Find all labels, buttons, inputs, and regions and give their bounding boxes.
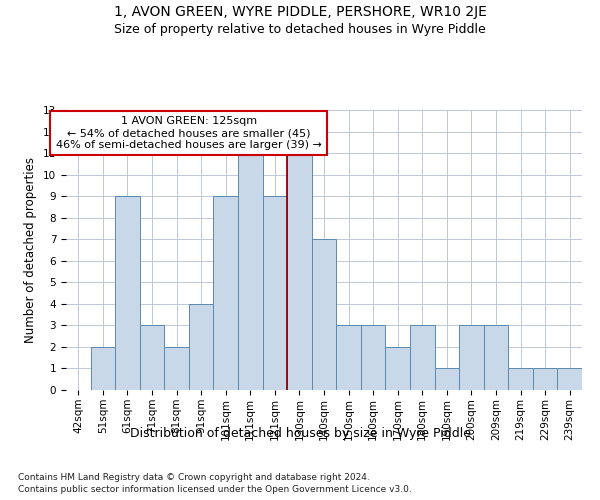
Bar [91, 347, 115, 390]
Bar [238, 153, 263, 390]
Text: Contains HM Land Registry data © Crown copyright and database right 2024.: Contains HM Land Registry data © Crown c… [18, 472, 370, 482]
Bar [164, 347, 189, 390]
Bar [459, 326, 484, 390]
Bar [361, 326, 385, 390]
Bar [140, 326, 164, 390]
Bar [287, 153, 312, 390]
Text: Size of property relative to detached houses in Wyre Piddle: Size of property relative to detached ho… [114, 22, 486, 36]
Bar [434, 368, 459, 390]
Text: 1, AVON GREEN, WYRE PIDDLE, PERSHORE, WR10 2JE: 1, AVON GREEN, WYRE PIDDLE, PERSHORE, WR… [113, 5, 487, 19]
Bar [336, 326, 361, 390]
Bar [189, 304, 214, 390]
Bar [557, 368, 582, 390]
Bar [508, 368, 533, 390]
Bar [385, 347, 410, 390]
Bar [312, 239, 336, 390]
Text: 1 AVON GREEN: 125sqm
← 54% of detached houses are smaller (45)
46% of semi-detac: 1 AVON GREEN: 125sqm ← 54% of detached h… [56, 116, 322, 150]
Y-axis label: Number of detached properties: Number of detached properties [25, 157, 37, 343]
Bar [484, 326, 508, 390]
Bar [263, 196, 287, 390]
Bar [115, 196, 140, 390]
Text: Contains public sector information licensed under the Open Government Licence v3: Contains public sector information licen… [18, 485, 412, 494]
Bar [410, 326, 434, 390]
Text: Distribution of detached houses by size in Wyre Piddle: Distribution of detached houses by size … [130, 428, 470, 440]
Bar [533, 368, 557, 390]
Bar [214, 196, 238, 390]
